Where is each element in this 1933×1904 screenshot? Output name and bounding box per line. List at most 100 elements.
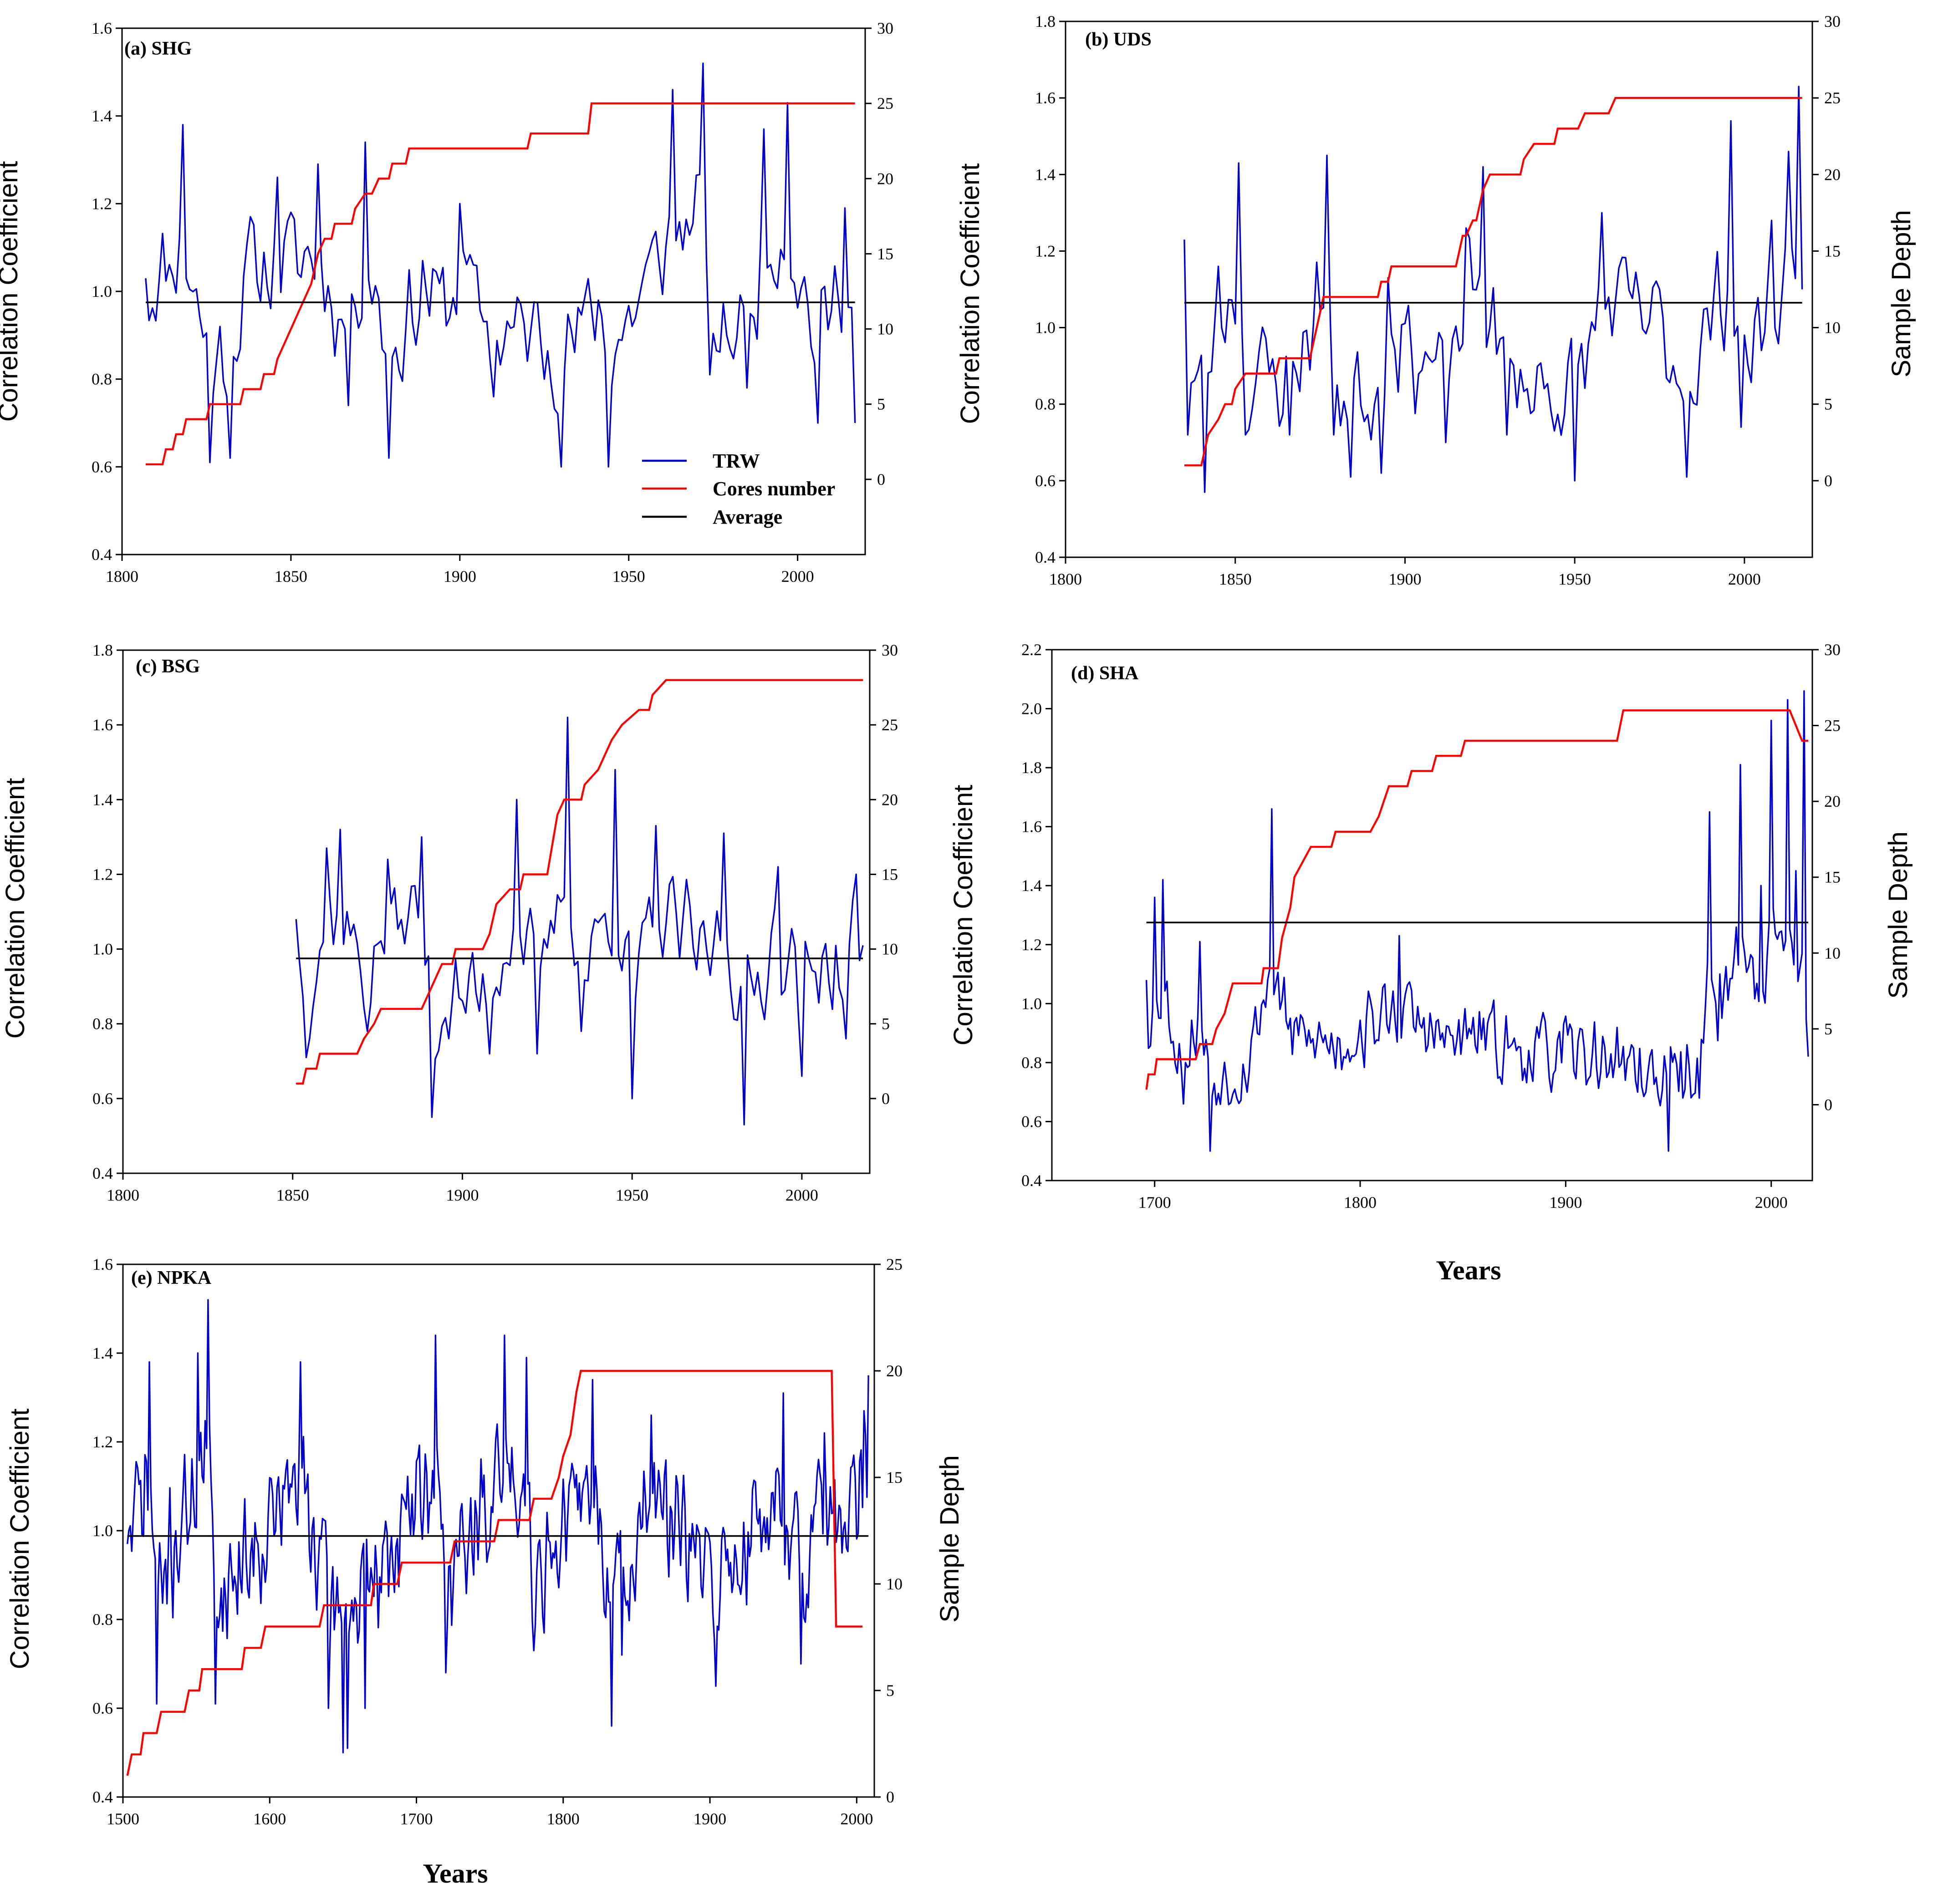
- legend-label: Average: [713, 506, 782, 528]
- x-tick-label: 2000: [785, 1186, 818, 1204]
- y-left-tick-label: 1.2: [92, 865, 113, 883]
- y-left-tick-label: 1.2: [92, 194, 112, 213]
- y-right-tick-label: 5: [1824, 1020, 1832, 1038]
- x-tick-label: 1900: [444, 567, 476, 585]
- y-right-tick-label: 15: [1824, 868, 1841, 886]
- series-trw: [1183, 86, 1803, 493]
- y-right-tick-label: 15: [1824, 242, 1841, 260]
- y-left-tick-label: 1.8: [92, 641, 113, 659]
- y-left-tick-label: 0.4: [92, 1164, 113, 1182]
- legend: TRW Cores number Average: [642, 450, 835, 528]
- x-tick-label: 1700: [1138, 1193, 1171, 1212]
- y-left-tick-label: 1.0: [1021, 994, 1042, 1013]
- y-right-tick-label: 0: [1824, 472, 1832, 490]
- y-right-tick-label: 5: [877, 395, 885, 413]
- y-right-tick-label: 5: [886, 1681, 894, 1700]
- x-tick-label: 1900: [1549, 1193, 1582, 1212]
- y-left-tick-label: 1.6: [92, 19, 112, 37]
- panel-e: 0.4 0.6 0.8 1.0 1.2 1.4 1.6 0 5 10 15 20 25 1500 1600 1…: [5, 1255, 964, 1828]
- panel-title: (a) SHG: [124, 38, 192, 59]
- x-tick-label: 1800: [547, 1810, 580, 1828]
- y-right-tick-label: 10: [1824, 944, 1841, 962]
- y-right-tick-label: 30: [1824, 12, 1841, 31]
- legend-label: Cores number: [713, 478, 835, 500]
- x-axis-title-years-right: Years: [1436, 1255, 1501, 1285]
- series-trw: [145, 62, 856, 468]
- plot-frame: [121, 27, 866, 555]
- y-right-tick-label: 10: [877, 320, 893, 338]
- x-tick-label: 1850: [1219, 570, 1252, 588]
- y-left-tick-label: 0.8: [92, 1610, 113, 1629]
- y-right-tick-label: 10: [1824, 319, 1841, 337]
- series-cores-number: [1184, 97, 1802, 467]
- y-right-tick-label: 15: [886, 1468, 903, 1487]
- y-right-tick-label: 30: [877, 19, 893, 37]
- y-right-tick-label: 15: [882, 865, 898, 883]
- plot-frame: [122, 649, 871, 1174]
- y-left-tick-label: 1.4: [92, 1344, 113, 1362]
- y-left-tick-label: 1.0: [92, 282, 112, 300]
- y-right-tick-label: 25: [1824, 717, 1841, 735]
- y-right-tick-label: 15: [877, 244, 893, 263]
- y-left-tick-label: 0.4: [1021, 1171, 1042, 1190]
- series-cores-number: [1145, 709, 1808, 1090]
- y-left-tick-label: 1.4: [1035, 165, 1056, 183]
- y-right-tick-label: 0: [886, 1788, 894, 1806]
- panel-title: (d) SHA: [1071, 663, 1139, 684]
- y-left-tick-label: 1.6: [1035, 89, 1056, 107]
- y-right-tick-label: 30: [882, 641, 898, 659]
- y-left-tick-label: 0.6: [92, 1699, 113, 1717]
- y-right-tick-label: 20: [886, 1362, 903, 1380]
- y-left-tick-label: 0.6: [1035, 472, 1056, 490]
- y-right-tick-label: 20: [877, 169, 893, 188]
- x-tick-label: 1500: [107, 1810, 139, 1828]
- series-trw: [295, 716, 864, 1126]
- y-right-axis-title: Sample Depth: [1883, 831, 1913, 999]
- y-right-tick-label: 5: [882, 1015, 890, 1033]
- panel-c: 0.4 0.6 0.8 1.0 1.2 1.4 1.6 1.8 0 5 10 15 20 25 30 1800…: [0, 641, 898, 1204]
- x-tick-label: 2000: [1755, 1193, 1788, 1212]
- series-cores-number: [145, 102, 855, 465]
- y-left-tick-label: 1.2: [1035, 242, 1056, 260]
- y-left-tick-label: 1.6: [1021, 818, 1042, 836]
- y-left-axis-title: Correlation Coefficient: [0, 161, 23, 422]
- panel-d: 0.4 0.6 0.8 1.0 1.2 1.4 1.6 1.8 2.0 2.2 0 5 10 15 20 25…: [949, 641, 1913, 1212]
- y-right-tick-label: 0: [877, 470, 885, 489]
- x-tick-label: 2000: [781, 567, 814, 585]
- y-left-tick-label: 1.2: [1021, 936, 1042, 954]
- y-left-tick-label: 0.6: [92, 458, 112, 476]
- y-right-tick-label: 10: [882, 940, 898, 958]
- y-left-tick-label: 0.4: [92, 545, 112, 564]
- y-left-tick-label: 0.8: [1021, 1054, 1042, 1072]
- y-left-tick-label: 1.0: [92, 1522, 113, 1540]
- y-left-tick-label: 1.2: [92, 1433, 113, 1451]
- panel-title: (e) NPKA: [131, 1268, 212, 1288]
- y-right-tick-label: 25: [1824, 89, 1841, 107]
- plot-frame: [122, 1263, 875, 1798]
- x-tick-label: 2000: [840, 1810, 873, 1828]
- y-left-axis-title: Correlation Coefficient: [0, 778, 30, 1039]
- y-left-tick-label: 2.2: [1021, 641, 1042, 659]
- x-tick-label: 1800: [106, 567, 138, 585]
- series-trw: [127, 1299, 869, 1754]
- series-cores-number: [296, 679, 863, 1085]
- x-tick-label: 1850: [275, 567, 307, 585]
- y-left-tick-label: 1.8: [1035, 12, 1056, 31]
- panel-title: (b) UDS: [1085, 29, 1152, 50]
- y-left-tick-label: 1.6: [92, 1255, 113, 1273]
- x-tick-label: 1800: [1344, 1193, 1377, 1212]
- y-left-tick-label: 1.0: [92, 940, 113, 958]
- x-tick-label: 1800: [107, 1186, 139, 1204]
- x-tick-label: 1700: [400, 1810, 433, 1828]
- y-left-tick-label: 0.8: [92, 1015, 113, 1033]
- y-left-axis-title: Correlation Coefficient: [949, 785, 978, 1046]
- y-right-axis-title: Sample Depth: [1887, 210, 1916, 377]
- x-tick-label: 1800: [1049, 570, 1082, 588]
- x-tick-label: 1950: [616, 1186, 648, 1204]
- plot-frame: [1051, 649, 1813, 1181]
- panel-b: 0.4 0.6 0.8 1.0 1.2 1.4 1.6 1.8 0 5 10 15 20 25 30 1800…: [955, 12, 1916, 588]
- y-left-tick-label: 1.0: [1035, 319, 1056, 337]
- x-tick-label: 1900: [446, 1186, 479, 1204]
- y-left-tick-label: 1.4: [92, 790, 113, 809]
- y-right-tick-label: 25: [877, 94, 893, 112]
